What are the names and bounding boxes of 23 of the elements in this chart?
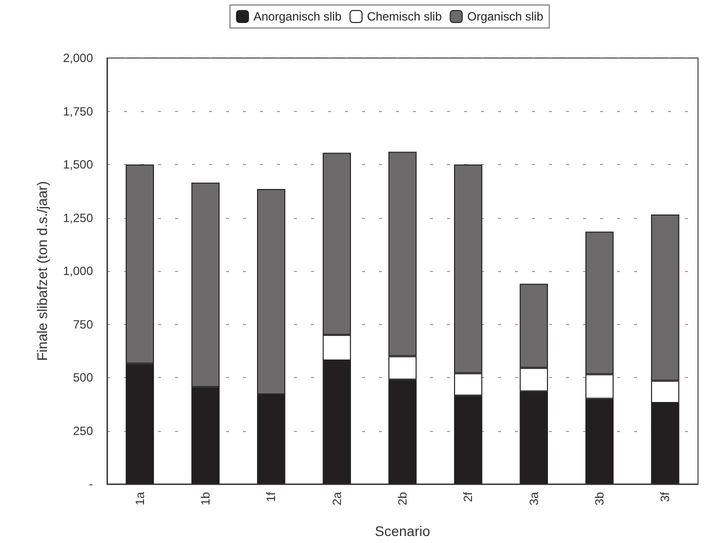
y-tick-label: - — [89, 477, 93, 491]
y-tick-label: 500 — [72, 370, 94, 384]
x-tick-label: 2f — [461, 491, 476, 502]
x-tick-label: 2a — [330, 492, 344, 506]
x-tick-label: 2b — [396, 492, 410, 506]
x-tick-label: 3f — [658, 491, 672, 502]
y-tick-label: 1,750 — [62, 104, 94, 118]
x-tick-label: 3b — [592, 492, 606, 506]
y-tick-label: 2,000 — [62, 51, 94, 65]
y-tick-label: 1,250 — [62, 210, 94, 225]
y-tick-label: 750 — [72, 317, 94, 332]
y-tick-label: 250 — [72, 424, 94, 438]
x-axis-title: Scenario — [374, 523, 430, 539]
y-axis-title: Finale slibafzet (ton d.s./jaar) — [34, 181, 50, 361]
y-tick-label: 1,000 — [62, 264, 94, 278]
x-tick-label: 1f — [264, 491, 278, 502]
legend-label: Anorganisch slib — [254, 10, 342, 24]
y-tick-label: 1,500 — [62, 158, 94, 172]
x-tick-label: 1a — [132, 492, 147, 506]
x-tick-label: 1b — [198, 492, 212, 506]
x-tick-label: 3a — [526, 492, 541, 506]
legend-label: Organisch slib — [467, 10, 544, 24]
legend-label: Chemisch slib — [367, 10, 442, 24]
